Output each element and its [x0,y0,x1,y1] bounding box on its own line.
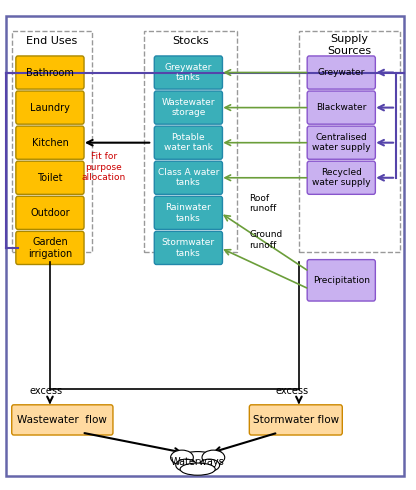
Text: End Uses: End Uses [26,36,77,47]
Ellipse shape [202,450,225,465]
Text: Stormwater
tanks: Stormwater tanks [162,238,215,258]
FancyBboxPatch shape [154,91,223,124]
Text: excess: excess [275,386,308,396]
Text: Ground
runoff: Ground runoff [249,230,282,250]
Text: Precipitation: Precipitation [313,276,370,285]
FancyBboxPatch shape [307,56,375,89]
Bar [144,30,237,252]
FancyBboxPatch shape [307,126,375,159]
Text: Toilet: Toilet [37,173,63,183]
FancyBboxPatch shape [12,405,113,435]
Ellipse shape [171,450,193,465]
FancyBboxPatch shape [307,260,375,301]
FancyBboxPatch shape [154,56,223,89]
Text: Roof
runoff: Roof runoff [249,194,277,213]
Text: Recycled
water supply: Recycled water supply [312,168,371,188]
Text: Rainwater
tanks: Rainwater tanks [166,203,211,222]
Text: Supply
Sources: Supply Sources [327,34,371,56]
Ellipse shape [199,459,220,471]
Text: Class A water
tanks: Class A water tanks [158,168,219,188]
Text: Fit for
purpose
allocation: Fit for purpose allocation [82,152,126,182]
Ellipse shape [176,459,196,471]
Text: Stocks: Stocks [172,36,208,47]
Text: Centralised
water supply: Centralised water supply [312,133,371,152]
Text: Greywater
tanks: Greywater tanks [165,63,212,82]
FancyBboxPatch shape [307,91,375,124]
Bar [12,30,92,252]
FancyBboxPatch shape [16,231,84,265]
FancyBboxPatch shape [16,196,84,229]
FancyBboxPatch shape [249,405,342,435]
Text: Potable
water tank: Potable water tank [164,133,213,152]
Text: Bathroom: Bathroom [26,68,74,77]
FancyBboxPatch shape [16,161,84,195]
Ellipse shape [180,463,215,475]
FancyBboxPatch shape [154,126,223,159]
Text: Blackwater: Blackwater [316,103,366,112]
FancyBboxPatch shape [307,161,375,195]
Text: Garden
irrigation: Garden irrigation [28,237,72,259]
Text: Waterways: Waterways [171,457,225,467]
Text: Greywater: Greywater [317,68,365,77]
Text: Laundry: Laundry [30,102,70,113]
Bar [299,30,400,252]
Text: Wastewater
storage: Wastewater storage [162,98,215,117]
Text: Stormwater flow: Stormwater flow [253,415,339,425]
Text: Outdoor: Outdoor [30,208,70,218]
FancyBboxPatch shape [16,126,84,159]
Text: Wastewater  flow: Wastewater flow [17,415,107,425]
FancyBboxPatch shape [154,161,223,195]
Ellipse shape [176,452,219,471]
Text: Kitchen: Kitchen [32,138,68,147]
FancyBboxPatch shape [154,231,223,265]
Text: excess: excess [30,386,62,396]
FancyBboxPatch shape [16,91,84,124]
FancyBboxPatch shape [16,56,84,89]
FancyBboxPatch shape [154,196,223,229]
